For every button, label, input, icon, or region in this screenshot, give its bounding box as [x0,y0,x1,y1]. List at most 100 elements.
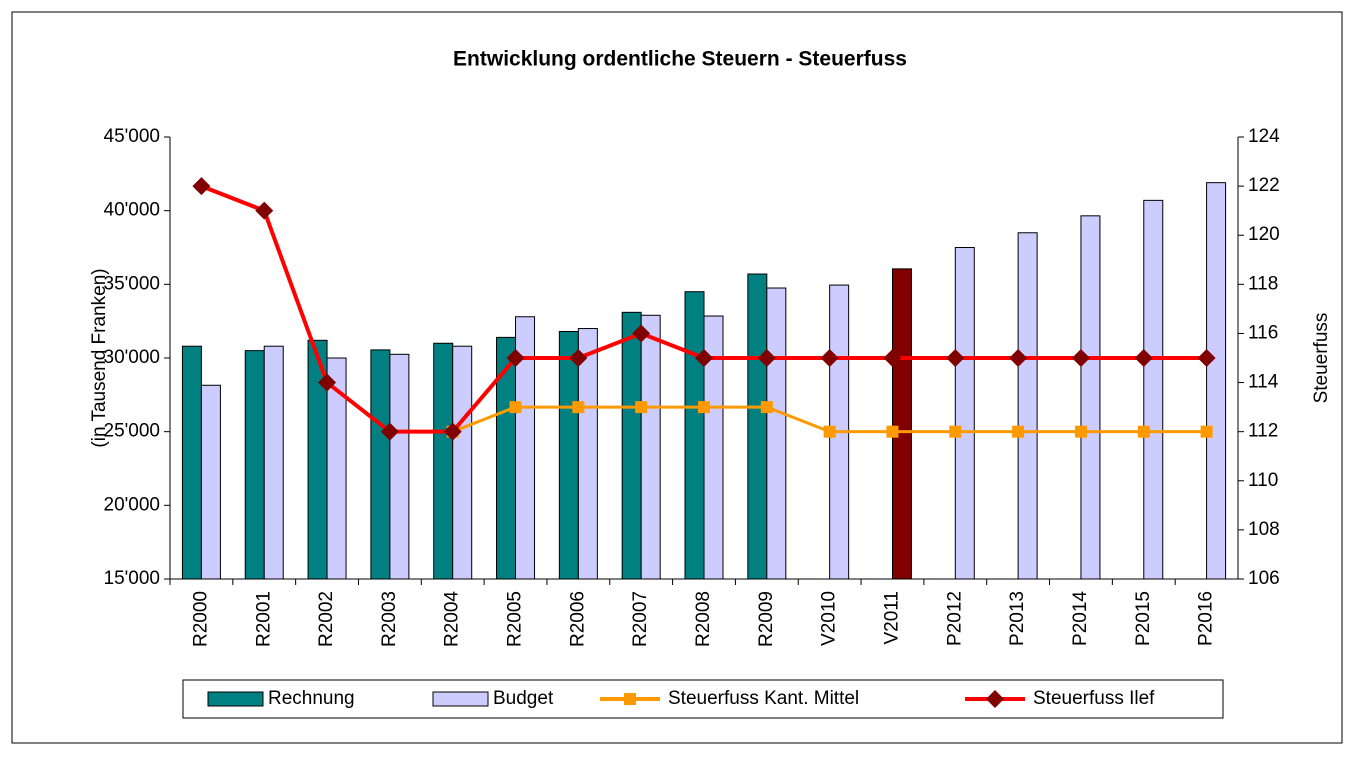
y2-tick-label: 112 [1248,421,1278,442]
y2-tick-label: 108 [1248,519,1280,540]
marker [635,401,648,414]
bar [891,268,912,580]
bar [1206,182,1227,580]
marker [1009,349,1028,367]
bar [433,342,454,580]
y-tick-label: 20'000 [104,494,160,515]
bar [496,336,517,580]
legend-label: Steuerfuss Ilef [1033,688,1155,709]
y2-tick-label: 118 [1248,273,1278,294]
marker [380,422,399,441]
x-tick-label: P2014 [1070,591,1091,646]
bar [200,384,221,580]
bar [370,349,391,580]
y-tick-label: 45'000 [104,126,160,147]
bar [1143,199,1164,580]
marker [1074,425,1087,438]
x-tick-label: R2001 [253,591,274,647]
legend-marker [624,693,636,705]
bar [954,247,975,580]
marker [949,425,962,438]
x-tick-label: R2005 [505,591,526,647]
legend-label: Steuerfuss Kant. Mittel [668,688,859,709]
x-tick-label: R2002 [316,591,337,647]
bar [558,330,579,580]
marker [509,401,522,414]
x-tick-label: R2004 [442,591,463,647]
bar [263,345,284,580]
marker [506,349,525,367]
marker [1200,425,1213,438]
bar [640,314,661,580]
y2-tick-label: 116 [1248,322,1278,343]
bar [515,316,536,580]
marker [255,201,274,220]
marker [820,349,839,367]
marker [946,349,965,367]
y-tick-label: 15'000 [104,568,160,589]
marker [572,401,585,414]
y2-tick-label: 106 [1248,568,1280,589]
legend-swatch [207,691,264,707]
marker [1071,349,1090,367]
bar [747,273,768,580]
x-tick-label: R2008 [693,591,714,647]
marker [632,324,651,343]
marker [760,401,773,414]
bar [621,311,642,580]
chart-title: Entwicklung ordentliche Steuern - Steuer… [453,48,907,71]
marker [318,373,337,392]
marker [1134,349,1153,367]
y2-tick-label: 114 [1248,372,1279,393]
bar [577,328,598,580]
y2-tick-label: 124 [1248,126,1280,147]
marker [757,349,776,367]
bar [181,345,202,580]
bar [1080,215,1101,580]
y-tick-label: 35'000 [104,273,160,294]
bar [452,345,473,580]
x-tick-label: V2011 [881,591,902,645]
y2-tick-label: 122 [1248,175,1280,196]
chart-border [11,11,1343,744]
x-tick-label: R2003 [379,591,400,647]
marker [1197,349,1216,367]
legend-marker [986,690,1004,708]
marker [1012,425,1025,438]
y-tick-label: 25'000 [104,421,160,442]
legend-label: Budget [493,688,554,709]
marker [695,349,713,367]
bar [703,315,724,580]
legend [182,679,1224,719]
bar [326,357,347,580]
y2-axis-label: Steuerfuss [1311,313,1332,404]
marker [698,401,710,414]
bar [244,350,265,580]
marker [823,425,836,438]
x-tick-label: V2010 [819,591,840,646]
marker [443,422,462,441]
x-tick-label: P2015 [1133,591,1154,646]
x-tick-label: P2013 [1007,591,1028,646]
legend-label: Rechnung [268,688,355,709]
y-tick-label: 40'000 [104,200,160,221]
bar [766,287,787,580]
bar [389,353,410,580]
y2-tick-label: 120 [1248,224,1280,245]
marker [883,349,902,367]
x-tick-label: R2009 [756,591,777,647]
legend-swatch [432,691,489,707]
marker [192,177,211,196]
x-tick-label: P2012 [944,591,965,646]
x-tick-label: R2007 [630,591,651,647]
y-tick-label: 30'000 [104,347,160,368]
marker [569,349,588,367]
x-tick-label: P2016 [1196,591,1217,646]
marker [1137,425,1150,438]
bar [1017,232,1038,580]
x-tick-label: R2000 [190,591,211,647]
marker [886,425,899,438]
x-tick-label: R2006 [567,591,588,647]
